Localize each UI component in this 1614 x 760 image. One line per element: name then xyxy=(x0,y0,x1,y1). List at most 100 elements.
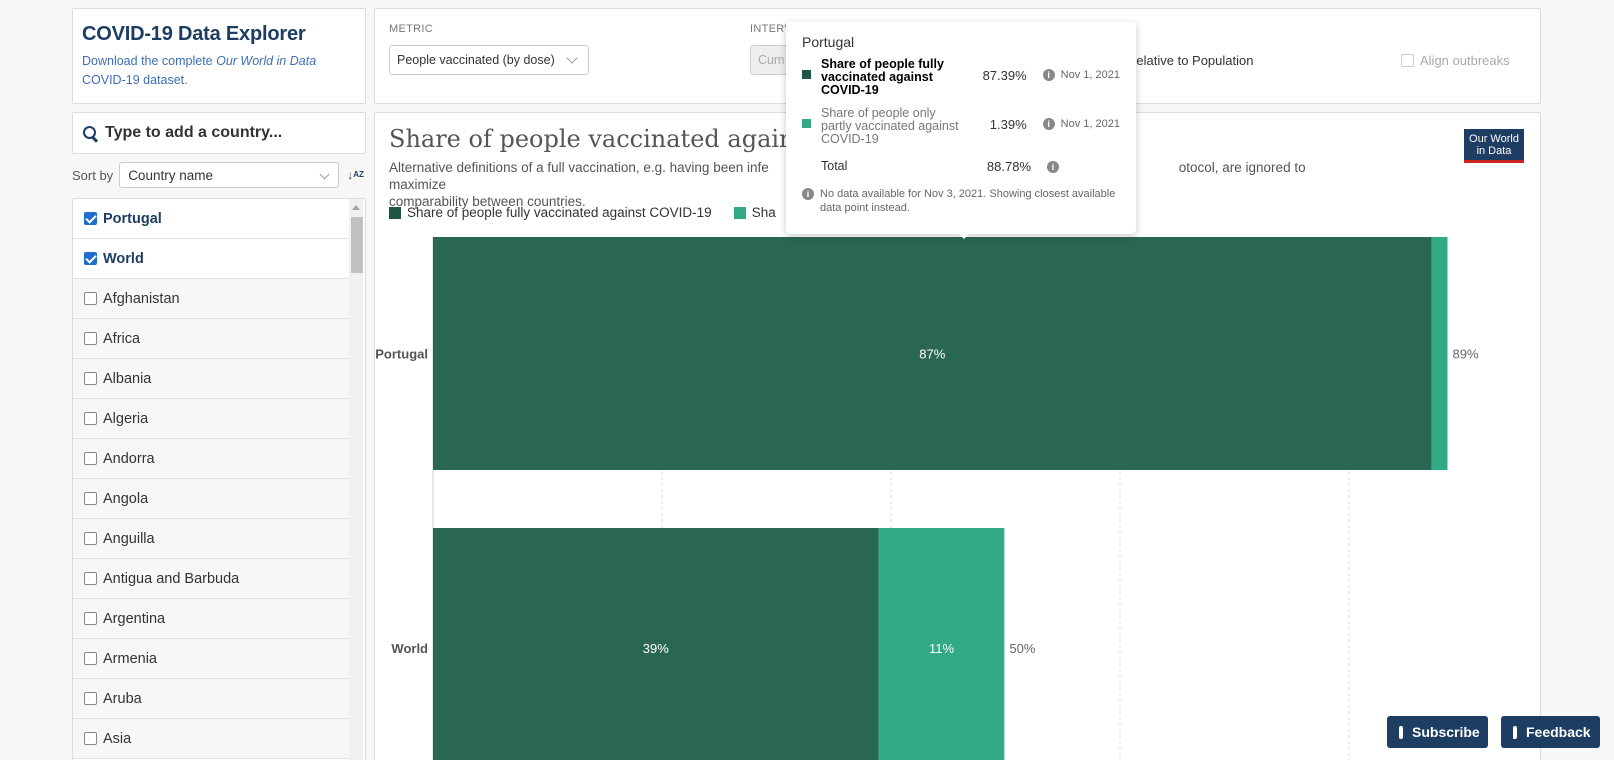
info-icon: i xyxy=(1042,69,1055,81)
tooltip-arrow xyxy=(957,232,971,239)
country-row[interactable]: Algeria xyxy=(73,399,349,439)
tooltip-value: 87.39% xyxy=(982,68,1027,83)
country-checkbox[interactable] xyxy=(84,612,97,625)
search-input[interactable] xyxy=(105,124,355,142)
country-row[interactable]: Albania xyxy=(73,359,349,399)
chat-bubble-icon xyxy=(1513,725,1517,739)
tooltip-value: 88.78% xyxy=(986,159,1031,174)
country-checkbox[interactable] xyxy=(84,212,97,225)
metric-value: People vaccinated (by dose) xyxy=(397,53,555,67)
category-label: Portugal xyxy=(375,347,428,362)
country-checkbox[interactable] xyxy=(84,372,97,385)
country-name: Asia xyxy=(103,730,132,747)
info-icon: i xyxy=(802,188,814,200)
list-scrollbar[interactable] xyxy=(349,199,363,760)
country-name: Andorra xyxy=(103,450,155,467)
chevron-down-icon xyxy=(566,52,578,64)
country-checkbox[interactable] xyxy=(84,412,97,425)
title-card: COVID-19 Data Explorer Download the comp… xyxy=(72,8,366,104)
country-row[interactable]: Angola xyxy=(73,479,349,519)
country-row[interactable]: Armenia xyxy=(73,639,349,679)
bar-value-label: 87% xyxy=(919,347,945,362)
country-row[interactable]: Africa xyxy=(73,319,349,359)
country-checkbox[interactable] xyxy=(84,532,97,545)
legend-swatch xyxy=(733,206,746,219)
country-name: Africa xyxy=(103,330,141,347)
tooltip-swatch xyxy=(802,168,811,177)
legend-swatch xyxy=(389,206,401,219)
country-search[interactable] xyxy=(72,112,366,154)
sort-label: Sort by xyxy=(72,167,114,183)
country-checkbox[interactable] xyxy=(84,732,97,745)
bar-segment xyxy=(1431,237,1448,470)
country-row[interactable]: Andorra xyxy=(73,439,349,479)
tooltip-date: Nov 1, 2021 xyxy=(1060,69,1120,81)
owid-logo[interactable]: Our World in Data xyxy=(1464,129,1524,163)
bar-segment xyxy=(433,237,1432,470)
download-link[interactable]: Download the complete Our World in Data … xyxy=(82,54,317,87)
country-checkbox[interactable] xyxy=(84,692,97,705)
sort-alpha-icon[interactable]: ↓AZ xyxy=(347,168,364,182)
country-name: Albania xyxy=(103,370,152,387)
country-row[interactable]: Asia xyxy=(73,719,349,759)
tooltip-date: Nov 1, 2021 xyxy=(1060,118,1120,130)
legend-item[interactable]: Share of people fully vaccinated against… xyxy=(389,205,712,220)
tooltip-swatch xyxy=(802,119,811,128)
subscribe-button[interactable]: Subscribe xyxy=(1387,716,1488,748)
legend-label: Share of people fully vaccinated against… xyxy=(407,205,712,220)
country-row[interactable]: Afghanistan xyxy=(73,279,349,319)
country-checkbox[interactable] xyxy=(84,452,97,465)
bar-total-label: 89% xyxy=(1452,347,1478,362)
country-row[interactable]: Antigua and Barbuda xyxy=(73,559,349,599)
country-name: Portugal xyxy=(103,210,162,227)
country-name: Antigua and Barbuda xyxy=(103,570,240,587)
align-outbreaks-label: Align outbreaks xyxy=(1420,53,1510,68)
search-icon xyxy=(83,126,97,140)
country-checkbox[interactable] xyxy=(84,252,97,265)
info-icon: i xyxy=(1047,160,1059,173)
feedback-button[interactable]: Feedback xyxy=(1501,716,1600,748)
country-checkbox[interactable] xyxy=(84,652,97,665)
bar-value-label: 39% xyxy=(643,641,669,656)
country-name: Anguilla xyxy=(103,530,155,547)
tooltip-series-name: Share of people only partly vaccinated a… xyxy=(821,106,959,146)
chart-subtitle: Alternative definitions of a full vaccin… xyxy=(389,160,1306,209)
tooltip-swatch xyxy=(802,70,811,79)
country-checkbox[interactable] xyxy=(84,332,97,345)
metric-label: METRIC xyxy=(389,23,433,35)
country-name: Algeria xyxy=(103,410,149,427)
metric-select[interactable]: People vaccinated (by dose) xyxy=(389,45,589,75)
country-checkbox[interactable] xyxy=(84,292,97,305)
country-row[interactable]: Anguilla xyxy=(73,519,349,559)
country-list: Portugal World Afghanistan Africa Albania Alg… xyxy=(72,198,366,760)
relative-to-population[interactable]: Relative to Population xyxy=(1127,53,1254,68)
sort-row: Sort by Country name ↓AZ xyxy=(72,162,366,188)
country-row[interactable]: World xyxy=(73,239,349,279)
page-title: COVID-19 Data Explorer xyxy=(82,23,306,45)
scroll-up-icon[interactable] xyxy=(352,205,360,210)
category-label: World xyxy=(391,641,428,656)
bar-total-label: 50% xyxy=(1009,641,1035,656)
sort-value: Country name xyxy=(128,167,213,183)
align-outbreaks-toggle[interactable]: Align outbreaks xyxy=(1401,53,1510,68)
tooltip-row: Share of people only partly vaccinated a… xyxy=(802,107,1120,146)
chart-title: Share of people vaccinated against C xyxy=(389,125,843,153)
scrollbar-thumb[interactable] xyxy=(351,217,363,273)
country-row[interactable]: Argentina xyxy=(73,599,349,639)
envelope-icon xyxy=(1399,725,1403,739)
country-row[interactable]: Portugal xyxy=(73,199,349,239)
country-name: Argentina xyxy=(103,610,166,627)
country-checkbox[interactable] xyxy=(84,492,97,505)
country-checkbox[interactable] xyxy=(84,572,97,585)
tooltip-country: Portugal xyxy=(802,34,855,50)
country-row[interactable]: Aruba xyxy=(73,679,349,719)
country-name: World xyxy=(103,250,144,267)
tooltip-value: 1.39% xyxy=(989,117,1027,132)
tooltip-note: i No data available for Nov 3, 2021. Sho… xyxy=(802,187,1120,215)
chevron-down-icon xyxy=(319,169,330,180)
tooltip-row: Share of people fully vaccinated against… xyxy=(802,58,1120,97)
legend-label: Sha xyxy=(751,205,776,220)
sort-select[interactable]: Country name xyxy=(119,162,340,188)
align-outbreaks-checkbox[interactable] xyxy=(1401,54,1414,67)
legend-item[interactable]: Sha xyxy=(733,205,776,220)
